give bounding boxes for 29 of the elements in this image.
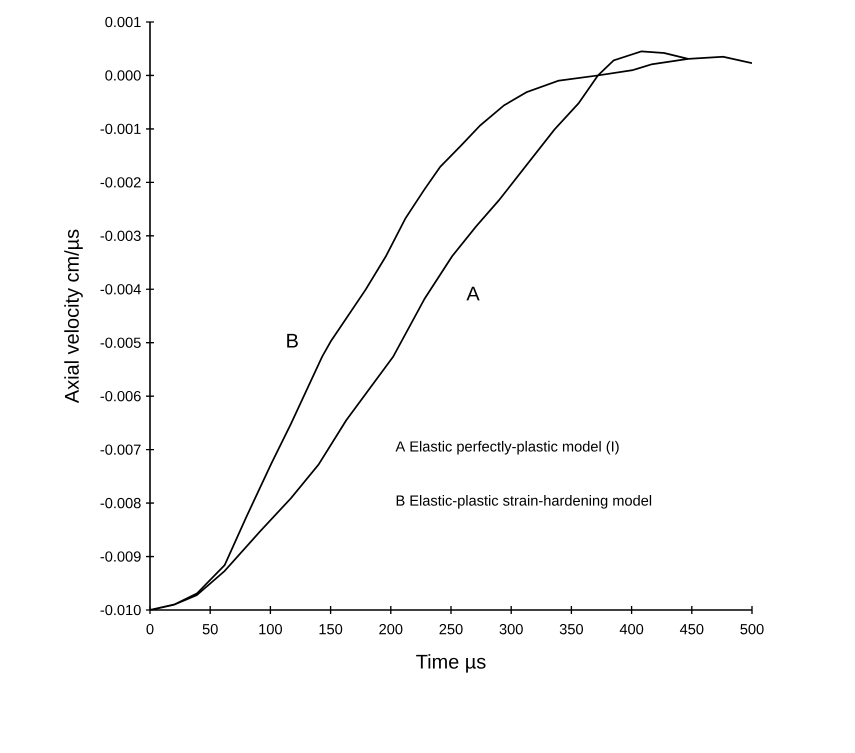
x-axis-title: Time µs <box>416 654 486 673</box>
x-tick-label: 400 <box>620 624 644 634</box>
y-tick-label: -0.009 <box>100 551 141 562</box>
x-tick-label: 500 <box>740 624 764 634</box>
y-tick-label: -0.008 <box>100 498 141 508</box>
y-tick-label: -0.006 <box>100 391 141 402</box>
y-tick-label: -0.002 <box>100 177 141 188</box>
x-tick-label: 250 <box>440 624 463 634</box>
x-tick-label: 100 <box>259 624 282 634</box>
x-tick-label: 150 <box>320 624 342 634</box>
y-tick-label: 0.001 <box>105 16 141 28</box>
y-tick-label: 0.000 <box>105 70 141 81</box>
y-tick-label: -0.007 <box>100 444 141 455</box>
y-tick-label: -0.005 <box>100 338 141 348</box>
x-tick-label: 300 <box>500 624 523 634</box>
x-tick-label: 0 <box>146 624 154 634</box>
y-axis-title: Axial velocity cm/µs <box>64 230 83 404</box>
x-tick-label: 350 <box>560 624 583 634</box>
series-label: B <box>287 334 298 348</box>
x-tick-label: 200 <box>379 624 402 634</box>
annotation: A Elastic perfectly-plastic model (I) <box>396 440 619 455</box>
x-tick-label: 50 <box>202 624 218 634</box>
series-label: A <box>466 286 480 300</box>
y-tick-label: -0.003 <box>100 230 141 241</box>
annotation: B Elastic-plastic strain-hardening model <box>396 494 652 509</box>
y-tick-label: -0.010 <box>100 604 141 616</box>
x-tick-label: 450 <box>680 624 704 634</box>
y-tick-label: -0.004 <box>100 284 141 294</box>
y-tick-label: -0.001 <box>100 124 141 134</box>
